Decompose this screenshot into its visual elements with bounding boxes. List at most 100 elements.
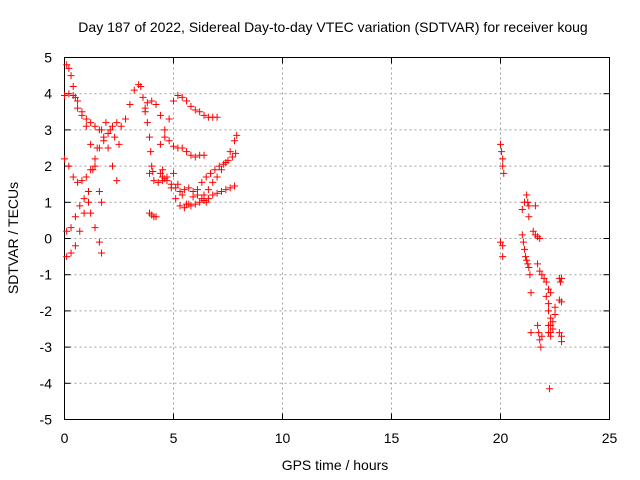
y-tick-label: -2 [40,303,53,319]
data-point [500,169,508,177]
data-point [191,200,199,208]
series-arc-h [156,92,221,148]
data-point [544,329,552,337]
data-point [233,131,241,139]
x-tick-label: 0 [61,430,69,446]
data-point [141,104,149,112]
data-point [499,162,507,170]
series-arc-p [518,191,533,221]
data-point [217,187,225,195]
data-point [178,93,186,101]
series-arc-l [200,131,241,199]
data-point [198,178,206,186]
data-point [178,191,186,199]
data-point [204,186,212,194]
series-arc-t [527,289,546,351]
data-point [231,137,239,145]
data-point [111,133,119,141]
data-point [63,61,71,69]
y-tick-label: 3 [44,122,52,138]
data-point [542,278,550,286]
data-point [74,178,82,186]
data-point [185,184,193,192]
data-point [150,177,158,185]
data-point [556,278,564,286]
data-point [113,119,121,127]
data-point [67,249,75,257]
data-point [536,267,544,275]
data-point [117,122,125,130]
data-point [161,175,169,183]
data-point [222,186,230,194]
data-point [549,318,557,326]
data-point [536,235,544,242]
data-point [551,311,559,319]
series-arc-e [63,195,106,257]
data-point [527,289,535,297]
data-point [529,227,537,235]
data-points [61,61,566,393]
data-point [538,332,546,340]
data-point [98,126,106,134]
data-point [143,119,151,127]
data-point [61,155,68,163]
data-point [165,137,173,145]
y-tick-label: 0 [44,231,52,247]
data-point [540,274,548,282]
series-arc-r [529,202,544,242]
data-point [519,238,527,246]
data-point [71,213,79,221]
y-tick-label: -1 [40,267,53,283]
series-arc-m [146,209,160,221]
data-point [191,106,199,114]
data-point [69,92,77,100]
data-point [204,195,212,203]
x-tick-label: 20 [493,430,509,446]
data-point [546,385,554,393]
data-point [170,169,177,177]
data-point [161,126,169,134]
series-arc-c [63,119,123,261]
data-point [226,184,234,192]
data-point [531,202,539,210]
data-point [499,253,507,261]
data-point [524,260,532,268]
data-point [183,97,191,105]
data-point [537,343,545,351]
data-point [102,119,110,127]
data-point [196,198,204,206]
data-point [498,148,506,156]
data-point [178,144,186,152]
data-point [74,104,82,112]
data-point [180,204,188,212]
y-tick-label: 1 [44,194,52,210]
y-tick-label: -4 [40,375,53,391]
series-arc-o [497,140,508,261]
data-point [518,231,526,239]
chart-title: Day 187 of 2022, Sidereal Day-to-day VTE… [78,19,587,35]
data-point [213,113,221,121]
data-point [69,82,77,90]
series-arc-b [61,90,106,206]
data-point [104,130,112,138]
data-point [542,292,550,300]
data-point [187,151,195,159]
data-point [524,198,532,206]
data-point [226,148,234,156]
data-point [130,86,138,94]
data-point [98,249,106,257]
data-point [228,153,236,161]
data-point [523,191,531,199]
data-point [193,186,201,194]
y-tick-label: 5 [44,50,52,66]
data-point [534,260,542,268]
data-point [154,178,162,186]
data-point [525,202,533,210]
data-point [555,329,563,337]
data-point [137,82,145,90]
data-point [167,184,175,192]
data-point [113,177,121,185]
data-point [202,173,210,181]
data-point [104,144,112,152]
